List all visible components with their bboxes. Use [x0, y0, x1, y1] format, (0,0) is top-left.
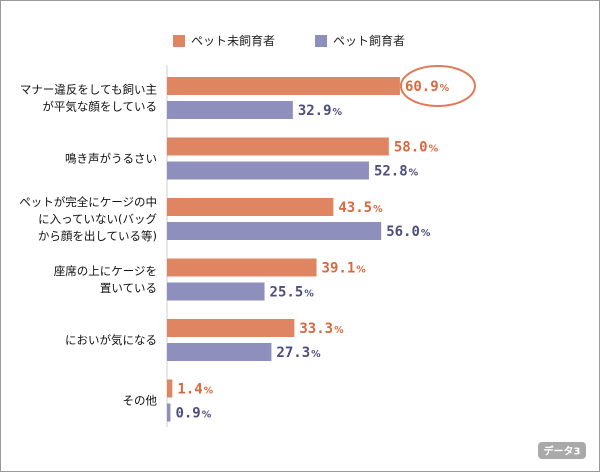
category-label: マナー違反をしても飼い主: [20, 83, 157, 97]
legend-swatch-unowned: [173, 35, 185, 47]
category-label: においが気になる: [65, 333, 157, 347]
category-labels: マナー違反をしても飼い主が平気な顔をしている鳴き声がうるさいペットが完全にケージ…: [19, 83, 157, 408]
legend-swatch-owned: [315, 35, 327, 47]
data-label: 25.5%: [270, 285, 315, 301]
data-badge: データ3: [538, 442, 586, 459]
bar: [167, 198, 334, 216]
category-label: 鳴き声がうるさい: [65, 152, 157, 166]
bar: [167, 137, 389, 156]
data-label: 56.0%: [386, 224, 431, 240]
data-label: 60.9%: [405, 79, 450, 95]
category-label: ペットが完全にケージの中: [19, 195, 157, 209]
data-label: 27.3%: [276, 345, 321, 361]
data-label: 32.9%: [298, 103, 343, 119]
category-label: が平気な顔をしている: [42, 100, 157, 114]
category-label: に入っていない(バッグ: [38, 212, 157, 226]
bar: [167, 403, 171, 422]
bar: [167, 222, 382, 240]
bar: [167, 282, 265, 301]
data-label: 58.0%: [394, 140, 439, 156]
data-badge-bg: [538, 442, 586, 459]
data-label: 52.8%: [374, 164, 419, 180]
data-label: 33.3%: [299, 321, 344, 337]
bars-group: 60.9% 32.9% 58.0% 52.8% 43.5%56.0% 39.1% 25.5%…: [167, 65, 476, 422]
bar: [167, 101, 293, 119]
category-label: 置いている: [100, 281, 157, 295]
data-label: 1.4%: [177, 382, 213, 398]
data-badge-text: データ3: [544, 445, 581, 458]
data-label: 0.9%: [175, 406, 211, 422]
data-label: 39.1%: [322, 261, 367, 277]
legend: ペット未飼育者 ペット飼育者: [173, 33, 405, 48]
category-label: 座席の上にケージを: [54, 264, 157, 278]
bar: [167, 343, 272, 361]
legend-label-owned: ペット飼育者: [333, 33, 405, 48]
category-label: から顔を出している等): [38, 229, 157, 243]
bar: [167, 77, 400, 95]
highlight-ellipse: [399, 65, 476, 107]
bar: [167, 161, 369, 180]
data-label: 43.5%: [338, 200, 383, 216]
bar: [167, 379, 173, 398]
category-label: その他: [123, 394, 158, 408]
bar: [167, 258, 317, 277]
bar: [167, 319, 295, 337]
legend-label-unowned: ペット未飼育者: [191, 33, 275, 48]
